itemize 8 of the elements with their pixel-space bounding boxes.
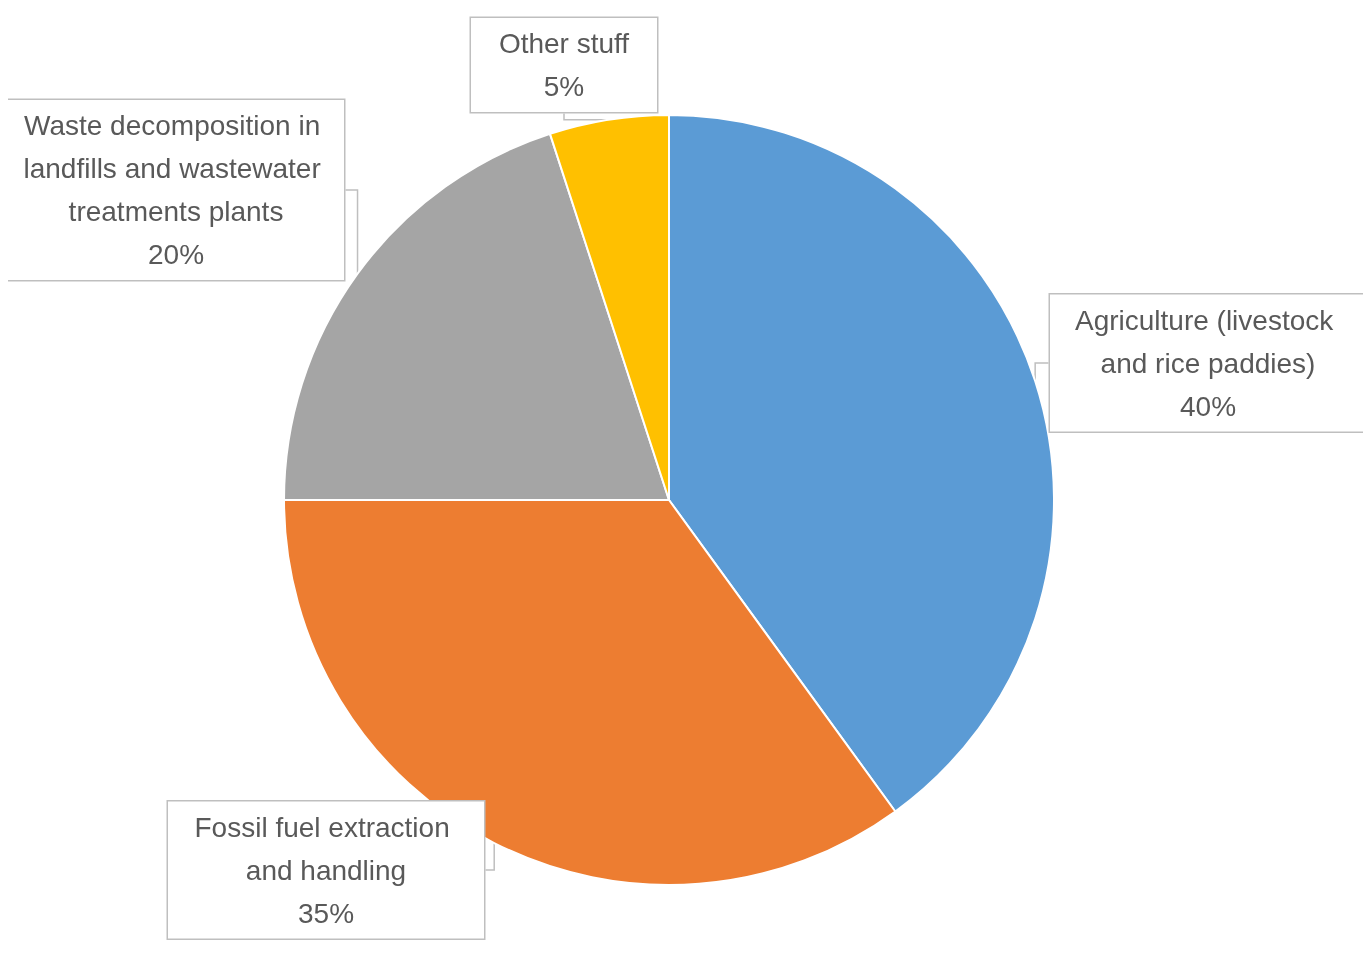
- data-label: 5%: [543, 71, 585, 102]
- data-label: 40%: [1179, 390, 1237, 422]
- slice-label: Fossil fuel extraction and handling: [194, 811, 458, 886]
- slice-label: Waste decomposition in landfills and wastewater treatments plants: [23, 110, 329, 227]
- data-label: 20%: [147, 239, 205, 270]
- slice-label: Other stuff: [498, 28, 630, 59]
- data-label: 35%: [297, 897, 355, 929]
- slice-label: Agriculture (livestock and rice paddies): [1074, 304, 1342, 379]
